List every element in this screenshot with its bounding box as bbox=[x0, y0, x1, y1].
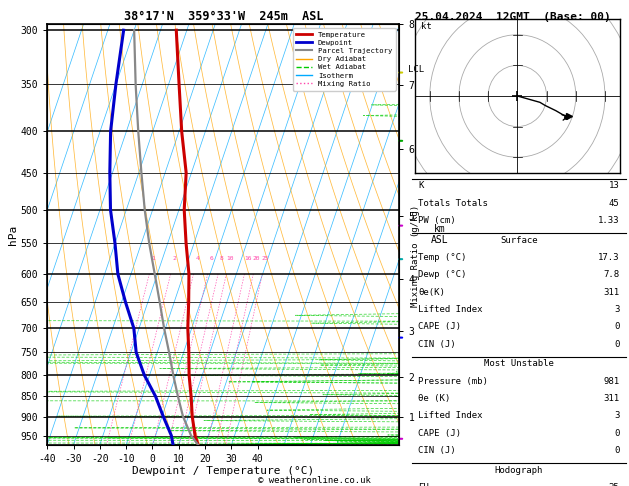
Text: 20: 20 bbox=[253, 257, 260, 261]
Text: 0: 0 bbox=[614, 322, 620, 331]
Text: 13: 13 bbox=[609, 181, 620, 191]
Text: CIN (J): CIN (J) bbox=[418, 446, 456, 455]
Text: θe (K): θe (K) bbox=[418, 394, 450, 403]
Text: 0: 0 bbox=[614, 429, 620, 437]
Text: CIN (J): CIN (J) bbox=[418, 340, 456, 348]
Text: kt: kt bbox=[421, 21, 431, 31]
Text: Surface: Surface bbox=[500, 236, 538, 245]
Text: 311: 311 bbox=[603, 394, 620, 403]
Text: 17.3: 17.3 bbox=[598, 253, 620, 262]
Text: 3: 3 bbox=[614, 305, 620, 314]
Text: 45: 45 bbox=[609, 199, 620, 208]
Title: 38°17'N  359°33'W  245m  ASL: 38°17'N 359°33'W 245m ASL bbox=[123, 10, 323, 23]
Text: CAPE (J): CAPE (J) bbox=[418, 429, 462, 437]
Text: 1: 1 bbox=[151, 257, 155, 261]
Text: Hodograph: Hodograph bbox=[495, 466, 543, 475]
Text: Totals Totals: Totals Totals bbox=[418, 199, 488, 208]
Y-axis label: km
ASL: km ASL bbox=[430, 224, 448, 245]
Text: 7.8: 7.8 bbox=[603, 270, 620, 279]
Text: Lifted Index: Lifted Index bbox=[418, 305, 483, 314]
Text: 8: 8 bbox=[220, 257, 223, 261]
Text: Most Unstable: Most Unstable bbox=[484, 359, 554, 368]
Text: Temp (°C): Temp (°C) bbox=[418, 253, 467, 262]
Text: 3: 3 bbox=[614, 411, 620, 420]
Text: © weatheronline.co.uk: © weatheronline.co.uk bbox=[258, 475, 371, 485]
Text: K: K bbox=[418, 181, 424, 191]
Text: 0: 0 bbox=[614, 340, 620, 348]
Text: 2: 2 bbox=[172, 257, 176, 261]
Y-axis label: hPa: hPa bbox=[8, 225, 18, 244]
Text: LCL: LCL bbox=[408, 65, 424, 74]
Text: CAPE (J): CAPE (J) bbox=[418, 322, 462, 331]
Text: 0: 0 bbox=[614, 446, 620, 455]
Text: 1.33: 1.33 bbox=[598, 216, 620, 225]
Text: 981: 981 bbox=[603, 377, 620, 386]
Text: 6: 6 bbox=[209, 257, 213, 261]
Text: Lifted Index: Lifted Index bbox=[418, 411, 483, 420]
Text: 25: 25 bbox=[609, 483, 620, 486]
Text: 311: 311 bbox=[603, 288, 620, 296]
Text: 25.04.2024  12GMT  (Base: 00): 25.04.2024 12GMT (Base: 00) bbox=[415, 12, 611, 22]
Text: Pressure (mb): Pressure (mb) bbox=[418, 377, 488, 386]
Legend: Temperature, Dewpoint, Parcel Trajectory, Dry Adiabat, Wet Adiabat, Isotherm, Mi: Temperature, Dewpoint, Parcel Trajectory… bbox=[292, 28, 396, 90]
Text: Mixing Ratio (g/kg): Mixing Ratio (g/kg) bbox=[411, 205, 420, 307]
Text: Dewp (°C): Dewp (°C) bbox=[418, 270, 467, 279]
Text: θe(K): θe(K) bbox=[418, 288, 445, 296]
Text: 10: 10 bbox=[226, 257, 233, 261]
Text: EH: EH bbox=[418, 483, 429, 486]
Text: 16: 16 bbox=[244, 257, 252, 261]
Text: 25: 25 bbox=[262, 257, 269, 261]
Text: PW (cm): PW (cm) bbox=[418, 216, 456, 225]
Text: 4: 4 bbox=[195, 257, 199, 261]
X-axis label: Dewpoint / Temperature (°C): Dewpoint / Temperature (°C) bbox=[132, 467, 314, 476]
